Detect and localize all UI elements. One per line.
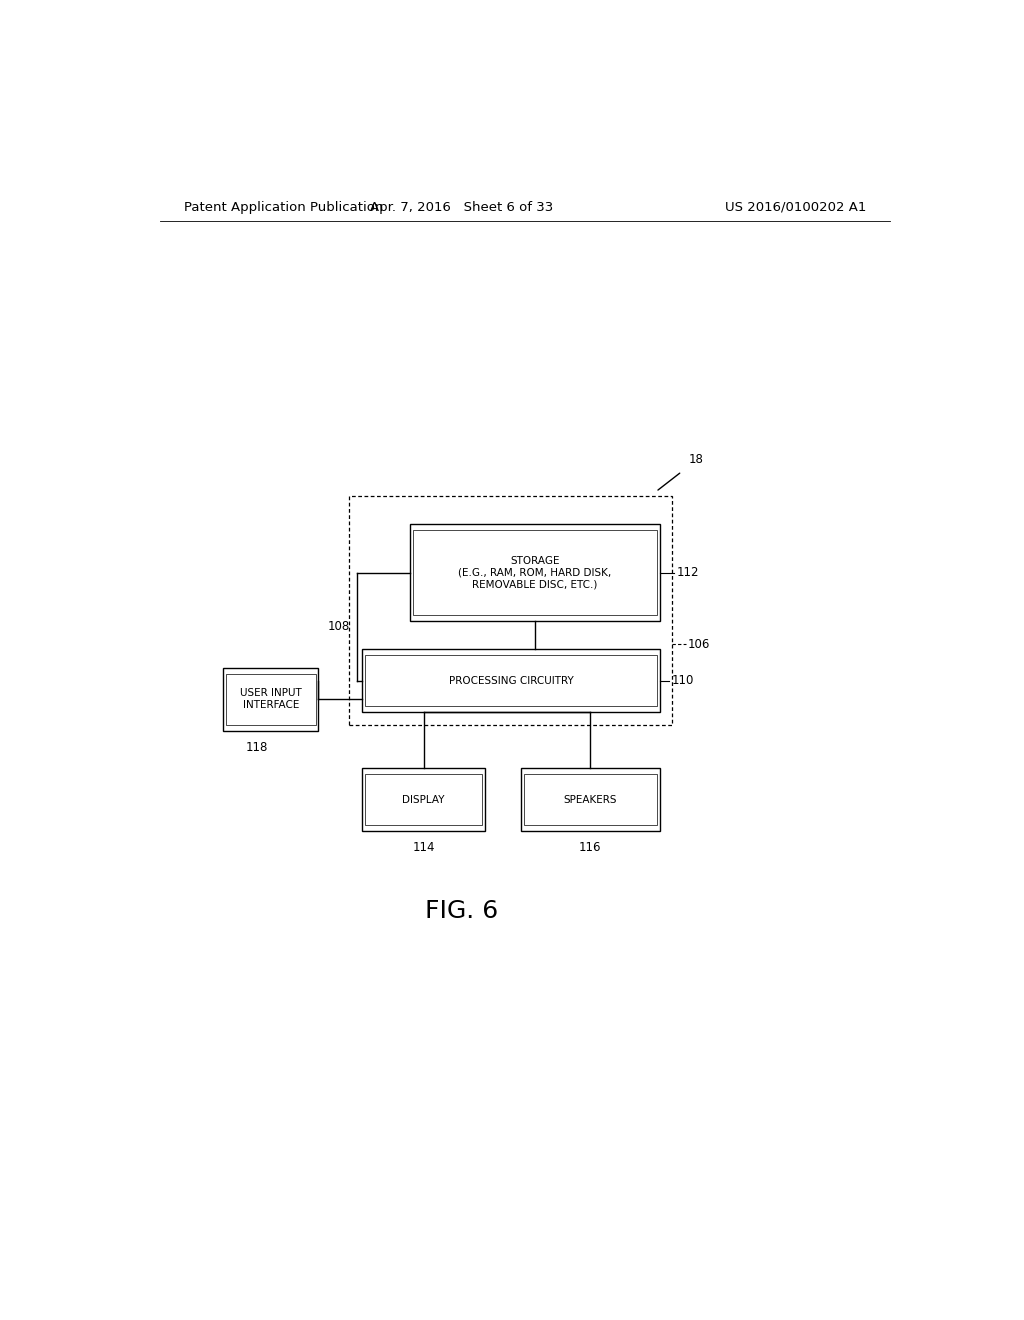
Bar [410,524,659,620]
Bar [365,656,656,706]
Text: 106: 106 [687,638,710,651]
Text: STORAGE
(E.G., RAM, ROM, HARD DISK,
REMOVABLE DISC, ETC.): STORAGE (E.G., RAM, ROM, HARD DISK, REMO… [458,556,611,589]
Text: 118: 118 [246,741,267,754]
Text: SPEAKERS: SPEAKERS [563,795,617,805]
Text: 110: 110 [672,675,694,688]
Bar [523,775,656,825]
Bar [413,531,656,615]
Bar [362,768,485,832]
Text: 112: 112 [677,566,698,579]
Text: 116: 116 [579,841,601,854]
Text: Patent Application Publication: Patent Application Publication [183,201,383,214]
Text: 18: 18 [688,453,703,466]
Bar [226,673,315,725]
Text: USER INPUT
INTERFACE: USER INPUT INTERFACE [240,688,302,710]
Bar [223,668,318,731]
Text: 114: 114 [413,841,435,854]
Bar [348,496,673,725]
Text: US 2016/0100202 A1: US 2016/0100202 A1 [725,201,866,214]
Text: 108: 108 [328,620,350,634]
Text: Apr. 7, 2016   Sheet 6 of 33: Apr. 7, 2016 Sheet 6 of 33 [370,201,553,214]
Text: DISPLAY: DISPLAY [402,795,444,805]
Text: PROCESSING CIRCUITRY: PROCESSING CIRCUITRY [449,676,573,686]
Text: FIG. 6: FIG. 6 [425,899,498,923]
Bar [365,775,482,825]
Bar [521,768,659,832]
Bar [362,649,659,713]
